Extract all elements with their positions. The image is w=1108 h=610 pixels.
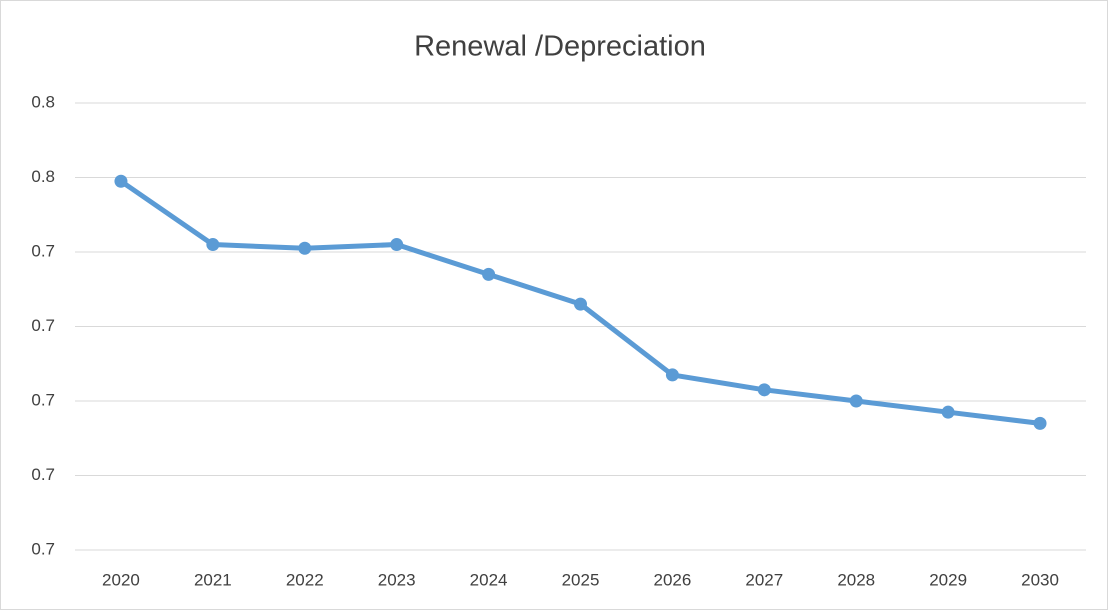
y-tick-label: 0.8 (31, 92, 55, 111)
data-point (114, 174, 128, 188)
x-tick-label: 2021 (194, 570, 232, 589)
x-tick-label: 2028 (837, 570, 875, 589)
y-tick-label: 0.7 (31, 465, 55, 484)
y-tick-label: 0.8 (31, 167, 55, 186)
data-point (757, 383, 771, 397)
data-point (206, 238, 220, 252)
y-tick-label: 0.7 (31, 539, 55, 558)
data-point (482, 267, 496, 281)
chart-title: Renewal /Depreciation (414, 31, 706, 63)
data-point (298, 241, 312, 255)
y-tick-label: 0.7 (31, 390, 55, 409)
x-tick-label: 2025 (562, 570, 600, 589)
x-tick-label: 2020 (102, 570, 140, 589)
x-tick-label: 2024 (470, 570, 508, 589)
data-point (574, 297, 587, 311)
data-point (390, 238, 404, 252)
x-tick-label: 2023 (378, 570, 416, 589)
x-tick-label: 2029 (929, 570, 967, 589)
x-tick-label: 2026 (653, 570, 691, 589)
data-point (665, 368, 679, 382)
y-tick-label: 0.7 (31, 241, 55, 260)
x-tick-label: 2027 (745, 570, 783, 589)
x-tick-label: 2022 (286, 570, 324, 589)
x-tick-label: 2030 (1021, 570, 1059, 589)
data-point (849, 394, 863, 408)
y-tick-label: 0.7 (31, 316, 55, 335)
data-point (941, 405, 955, 419)
data-point (1033, 416, 1047, 430)
